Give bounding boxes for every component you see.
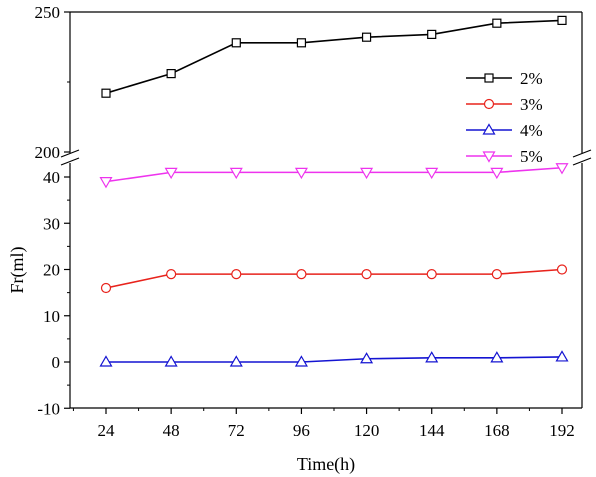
data-point: [555, 350, 569, 362]
data-point: [294, 167, 308, 180]
y-tick-label: 20: [43, 261, 60, 280]
data-point: [229, 167, 243, 180]
data-point: [557, 15, 567, 25]
series-line: [105, 268, 563, 289]
series-layer: [99, 15, 569, 367]
legend-label: 5%: [520, 147, 543, 166]
y-tick-label: 10: [43, 307, 60, 326]
legend-marker: [482, 123, 496, 135]
legend: 2% 3% 4% 5%: [466, 69, 543, 166]
data-point: [360, 352, 374, 364]
y-tick-label: 40: [43, 168, 60, 187]
series-1: [101, 15, 567, 98]
data-point: [425, 351, 439, 363]
data-point: [100, 282, 112, 294]
legend-entry: 3%: [466, 95, 543, 114]
data-point: [427, 29, 437, 39]
x-tick-label: 72: [228, 421, 245, 440]
legend-entry: 2%: [466, 69, 543, 88]
x-tick-label: 144: [419, 421, 445, 440]
legend-entry: 5%: [466, 147, 543, 166]
x-axis-title: Time(h): [297, 454, 355, 475]
y-tick-label: 250: [35, 3, 61, 22]
data-point: [555, 163, 569, 175]
legend-label: 4%: [520, 121, 543, 140]
plot-frame: [60, 11, 592, 409]
y-tick-label: 30: [43, 214, 60, 233]
data-point: [360, 167, 374, 180]
legend-marker: [483, 98, 495, 110]
series-2: [100, 264, 568, 294]
x-tick-label: 48: [163, 421, 180, 440]
data-point: [294, 355, 308, 367]
legend-marker: [482, 151, 496, 163]
data-point: [231, 38, 241, 48]
data-point: [425, 167, 439, 180]
series-4: [99, 163, 569, 189]
series-line: [106, 356, 563, 363]
axis-break-mark: [572, 157, 592, 166]
data-point: [164, 167, 178, 180]
data-point: [490, 167, 504, 180]
data-point: [492, 18, 502, 28]
data-point: [361, 269, 372, 280]
data-point: [296, 38, 307, 48]
x-tick-label: 168: [484, 421, 510, 440]
data-point: [361, 32, 372, 42]
legend-label: 2%: [520, 69, 543, 88]
x-tick-label: 192: [549, 421, 575, 440]
legend-marker: [484, 73, 494, 83]
axis-break-gap: [60, 154, 80, 162]
data-point: [426, 269, 437, 280]
legend-label: 3%: [520, 95, 543, 114]
axis-break-mark: [60, 157, 80, 166]
x-tick-label: 96: [293, 421, 310, 440]
series-line: [105, 19, 563, 94]
axis-ticks: 24 48 72 96 120 144 168 192 -10 0 10 20 30 40 200 250: [35, 3, 575, 440]
data-point: [164, 355, 178, 367]
axis-break-mark: [572, 149, 592, 158]
data-point: [491, 269, 502, 280]
data-point: [296, 269, 307, 280]
x-tick-label: 120: [354, 421, 380, 440]
series-line: [105, 166, 563, 183]
x-tick-label: 24: [98, 421, 116, 440]
axis-break-gap: [572, 154, 592, 162]
y-tick-label: 0: [52, 353, 61, 372]
data-point: [231, 269, 242, 280]
y-tick-label: 200: [35, 143, 61, 162]
axis-break-mark: [60, 149, 80, 158]
y-axis-title: Fr(ml): [7, 246, 28, 293]
y-tick-label: -10: [37, 399, 60, 418]
data-point: [166, 68, 176, 79]
data-point: [99, 177, 113, 189]
data-point: [99, 355, 113, 367]
data-point: [490, 351, 504, 363]
data-point: [229, 355, 243, 367]
data-point: [166, 269, 177, 280]
data-point: [101, 88, 111, 98]
series-3: [99, 350, 569, 367]
data-point: [556, 264, 568, 275]
legend-entry: 4%: [466, 121, 543, 140]
